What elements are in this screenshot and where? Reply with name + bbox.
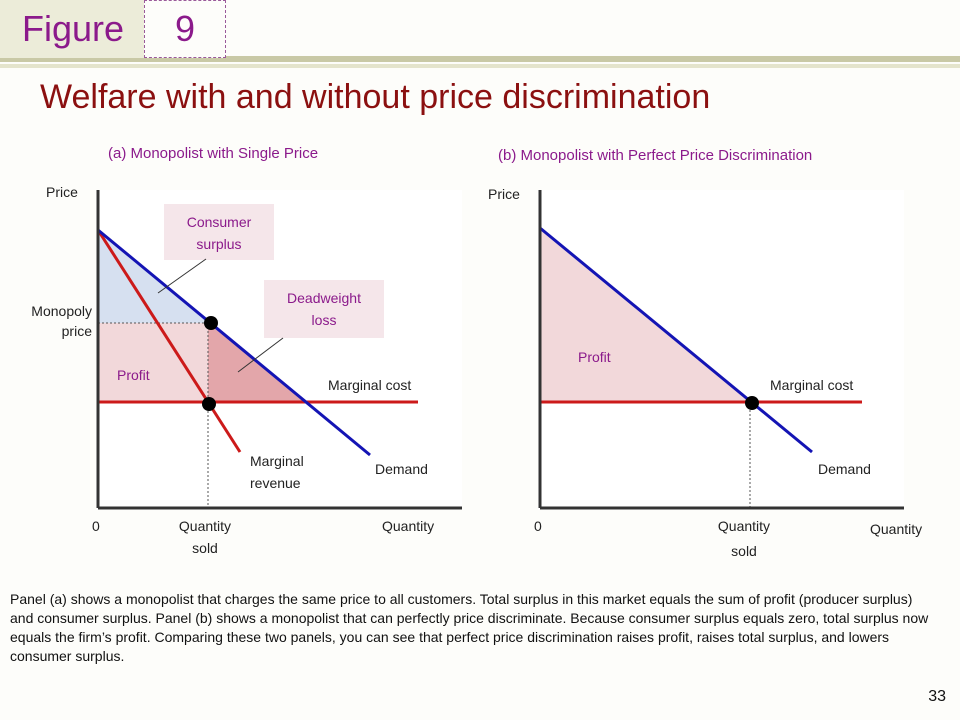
panel-a-profit-area	[98, 323, 208, 402]
figure-number: 9	[144, 0, 226, 58]
panel-a-monopoly-price-point	[204, 316, 218, 330]
panel-a-demand-label: Demand	[375, 461, 428, 477]
figure-label: Figure	[0, 0, 146, 58]
welfare-diagram: Consumer surplus Deadweight loss Profit …	[31, 184, 922, 559]
panel-a-marginal-cost-label: Marginal cost	[328, 377, 411, 393]
panel-b-equilibrium-point	[745, 396, 759, 410]
panel-a-monopoly-price-label-1: Monopoly	[31, 303, 92, 319]
panel-a-origin-label: 0	[92, 518, 100, 534]
panel-a-deadweight-loss-label-1: Deadweight	[287, 290, 361, 306]
panel-a-consumer-surplus-label-2: surplus	[196, 236, 241, 252]
page-title: Welfare with and without price discrimin…	[40, 78, 711, 116]
panel-a-consumer-surplus-box	[164, 204, 274, 260]
figure-caption: Panel (a) shows a monopolist that charge…	[10, 591, 929, 664]
panel-b-quantity-sold-label-1: Quantity	[718, 518, 770, 534]
panel-a-y-axis-label: Price	[46, 184, 78, 200]
panel-a-title: (a) Monopolist with Single Price	[108, 145, 319, 162]
header-stripe-top	[0, 56, 960, 62]
panel-a-marginal-revenue-curve	[96, 229, 242, 453]
panel-a-deadweight-loss-label-2: loss	[312, 312, 337, 328]
panel-a-deadweight-loss-box	[264, 280, 384, 338]
panel-b-demand-label: Demand	[818, 461, 871, 477]
panel-a-marginal-revenue-label-2: revenue	[250, 475, 301, 491]
panel-a-quantity-sold-label-2: sold	[192, 540, 218, 556]
header-stripe-bottom	[0, 64, 960, 68]
panel-b-y-axis-label: Price	[488, 186, 520, 202]
panel-a-profit-label: Profit	[117, 367, 150, 383]
panel-a-consumer-surplus-label-1: Consumer	[187, 214, 252, 230]
panel-a-demand-curve	[97, 228, 371, 457]
panel-b-x-axis-label: Quantity	[870, 521, 922, 537]
panel-a-quantity-sold-label-1: Quantity	[179, 518, 231, 534]
page-number: 33	[928, 688, 946, 705]
panel-a-deadweight-loss-pointer	[237, 337, 284, 373]
panel-b-marginal-cost-label: Marginal cost	[770, 377, 853, 393]
panel-b-origin-label: 0	[534, 518, 542, 534]
panel-a-mr-mc-intersection-point	[202, 397, 216, 411]
panel-a-monopoly-price-label-2: price	[62, 323, 93, 339]
panel-b-demand-curve	[539, 226, 813, 454]
panel-a-x-axis-label: Quantity	[382, 518, 434, 534]
panel-b-title: (b) Monopolist with Perfect Price Discri…	[498, 147, 813, 164]
panel-a-marginal-revenue-label-1: Marginal	[250, 453, 304, 469]
panel-b-quantity-sold-label-2: sold	[731, 543, 757, 559]
panel-a-consumer-surplus-pointer	[157, 258, 207, 294]
panel-b-profit-label: Profit	[578, 349, 611, 365]
